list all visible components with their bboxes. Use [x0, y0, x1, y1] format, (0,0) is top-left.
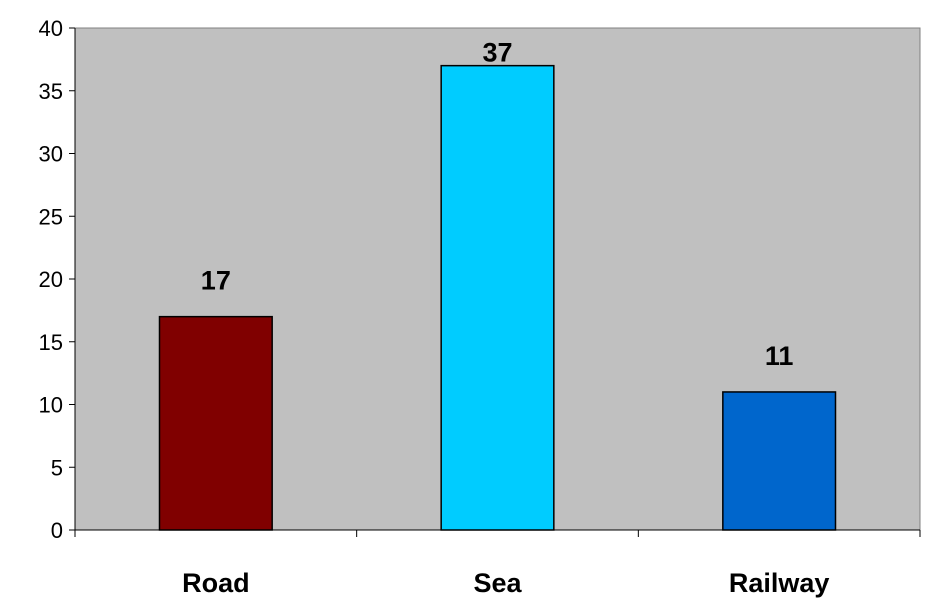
- data-label-sea: 37: [482, 38, 512, 68]
- y-tick-label: 35: [39, 79, 63, 104]
- x-axis: Road Sea Railway: [74, 529, 921, 598]
- y-tick-label: 20: [39, 267, 63, 292]
- y-tick-label: 25: [39, 204, 63, 229]
- data-labels-group: 17 37 11: [201, 38, 794, 371]
- data-label-railway: 11: [765, 341, 794, 371]
- y-axis: 0 5 10 15 20 25 30 35 40: [39, 16, 76, 543]
- bars-group: [158, 64, 837, 531]
- y-tick-label: 15: [39, 330, 63, 355]
- y-tick-label: 30: [39, 142, 63, 167]
- x-tick-label-road: Road: [182, 568, 250, 598]
- y-tick-label: 10: [39, 393, 63, 418]
- bar-railway: [722, 391, 837, 531]
- x-tick-label-railway: Railway: [729, 568, 830, 598]
- y-tick-label: 5: [51, 455, 63, 480]
- bar-road: [158, 315, 273, 531]
- y-tick-label: 40: [39, 16, 63, 41]
- x-tick-label-sea: Sea: [473, 568, 522, 598]
- y-tick-label: 0: [51, 518, 63, 543]
- bar-sea: [440, 64, 555, 531]
- data-label-road: 17: [201, 266, 231, 296]
